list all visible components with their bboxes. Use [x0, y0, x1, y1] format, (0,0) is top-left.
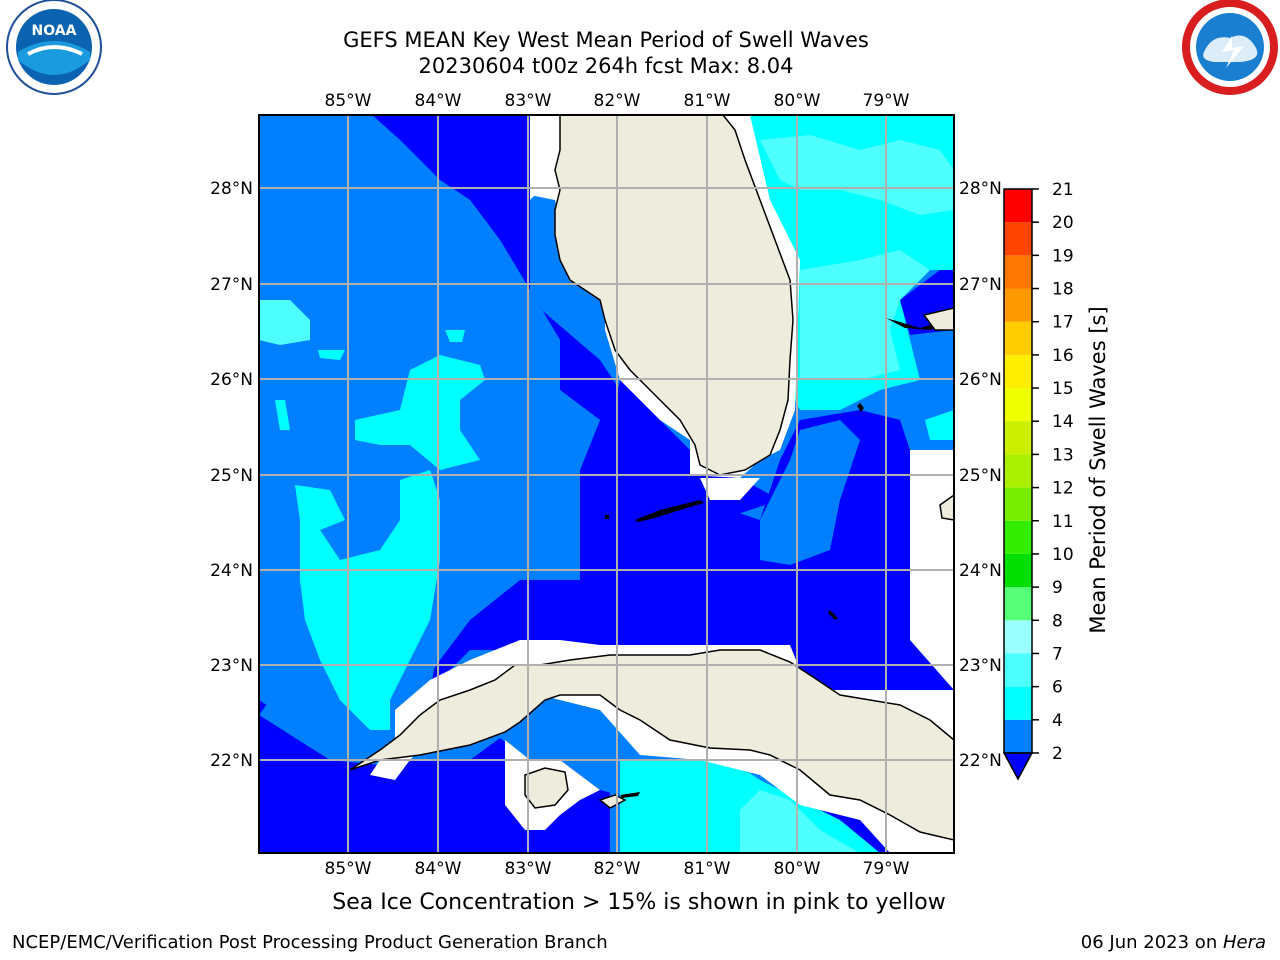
colorbar-tick-label: 14 [1052, 412, 1074, 432]
chart-title-line1: GEFS MEAN Key West Mean Period of Swell … [343, 28, 869, 52]
colorbar-segment [1004, 321, 1032, 355]
lon-labels-top: 85°W 84°W 83°W 82°W 81°W 80°W 79°W [325, 91, 910, 111]
lon-label: 85°W [325, 91, 372, 111]
lon-label: 79°W [863, 91, 910, 111]
map-frame [258, 114, 955, 854]
lon-label: 83°W [505, 859, 552, 879]
lat-label: 22°N [959, 751, 1002, 771]
colorbar-segment [1004, 388, 1032, 422]
colorbar-extend-arrow [1002, 752, 1034, 781]
colorbar-tick-label: 17 [1052, 313, 1074, 333]
caption: Sea Ice Concentration > 15% is shown in … [332, 890, 946, 915]
lon-labels-bottom: 85°W 84°W 83°W 82°W 81°W 80°W 79°W [325, 859, 910, 879]
chart-title-line2: 20230604 t00z 264h fcst Max: 8.04 [418, 54, 794, 78]
land-bahamas [922, 307, 954, 521]
colorbar-segment [1004, 255, 1032, 289]
colorbar-segment [1004, 653, 1032, 687]
lat-label: 22°N [210, 751, 253, 771]
colorbar-tick-label: 6 [1052, 678, 1063, 698]
colorbar-tick-label: 12 [1052, 479, 1074, 499]
colorbar-tick-label: 19 [1052, 246, 1074, 266]
colorbar-segment [1004, 719, 1032, 753]
colorbar-frame [1003, 188, 1033, 754]
colorbar-tick-label: 18 [1052, 280, 1074, 300]
lon-label: 85°W [325, 859, 372, 879]
lon-label: 80°W [774, 859, 821, 879]
lat-label: 25°N [210, 466, 253, 486]
colorbar-segment [1004, 189, 1032, 223]
lat-label: 27°N [210, 275, 253, 295]
lon-label: 79°W [863, 859, 910, 879]
colorbar-tick-label: 9 [1052, 578, 1063, 598]
lat-label: 26°N [959, 370, 1002, 390]
lon-label: 82°W [594, 859, 641, 879]
lat-label: 28°N [959, 179, 1002, 199]
colorbar-tick-label: 15 [1052, 379, 1074, 399]
colorbar-tick-label: 21 [1052, 180, 1074, 200]
colorbar-tick-label: 2 [1052, 744, 1063, 764]
colorbar: 2 4 6 7 8 9 10 11 12 13 14 15 16 17 18 19 20 21 [1002, 180, 1074, 781]
colorbar-tick-label: 11 [1052, 512, 1074, 532]
colorbar-segment [1004, 686, 1032, 720]
land-florida [554, 115, 794, 809]
footer-host: Hera [1222, 932, 1266, 953]
lat-label: 26°N [210, 370, 253, 390]
lon-label: 84°W [415, 91, 462, 111]
colorbar-segment [1004, 553, 1032, 588]
colorbar-segment [1004, 288, 1032, 322]
lat-label: 24°N [210, 561, 253, 581]
footer-date-text: 06 Jun 2023 on [1080, 932, 1223, 953]
lat-label: 23°N [959, 656, 1002, 676]
colorbar-segment [1004, 620, 1032, 654]
colorbar-segment [1004, 222, 1032, 256]
colorbar-tick-label: 4 [1052, 711, 1063, 731]
lon-label: 81°W [684, 91, 731, 111]
lat-labels-left: 28°N 27°N 26°N 25°N 24°N 23°N 22°N [210, 179, 253, 771]
noaa-logo: NOAA [6, 0, 102, 95]
lat-label: 24°N [959, 561, 1002, 581]
lon-label: 83°W [505, 91, 552, 111]
lat-label: 28°N [210, 179, 253, 199]
lat-label: 25°N [959, 466, 1002, 486]
lat-label: 23°N [210, 656, 253, 676]
lon-label: 80°W [774, 91, 821, 111]
colorbar-segment [1004, 487, 1032, 521]
colorbar-tick-label: 10 [1052, 545, 1074, 565]
colorbar-segment [1004, 520, 1032, 554]
colorbar-tick-label: 7 [1052, 644, 1063, 664]
swell-region-8-9 [259, 135, 954, 853]
colorbar-tick-label: 16 [1052, 346, 1074, 366]
nws-logo [1182, 0, 1278, 95]
lat-label: 27°N [959, 275, 1002, 295]
lon-label: 82°W [594, 91, 641, 111]
noaa-logo-text: NOAA [32, 23, 77, 39]
colorbar-segment [1004, 421, 1032, 455]
colorbar-label: Mean Period of Swell Waves [s] [1086, 306, 1110, 633]
footer-date: 06 Jun 2023 on Hera [1081, 932, 1266, 953]
colorbar-tick-label: 20 [1052, 213, 1074, 233]
lon-label: 84°W [415, 859, 462, 879]
colorbar-segment [1004, 354, 1032, 389]
lat-labels-right: 28°N 27°N 26°N 25°N 24°N 23°N 22°N [959, 179, 1002, 771]
colorbar-segment [1004, 587, 1032, 621]
colorbar-tick-label: 8 [1052, 611, 1063, 631]
footer-credit: NCEP/EMC/Verification Post Processing Pr… [12, 932, 608, 953]
colorbar-segment [1004, 454, 1032, 488]
colorbar-tick-label: 13 [1052, 445, 1074, 465]
lon-label: 81°W [684, 859, 731, 879]
graticule [259, 115, 954, 853]
